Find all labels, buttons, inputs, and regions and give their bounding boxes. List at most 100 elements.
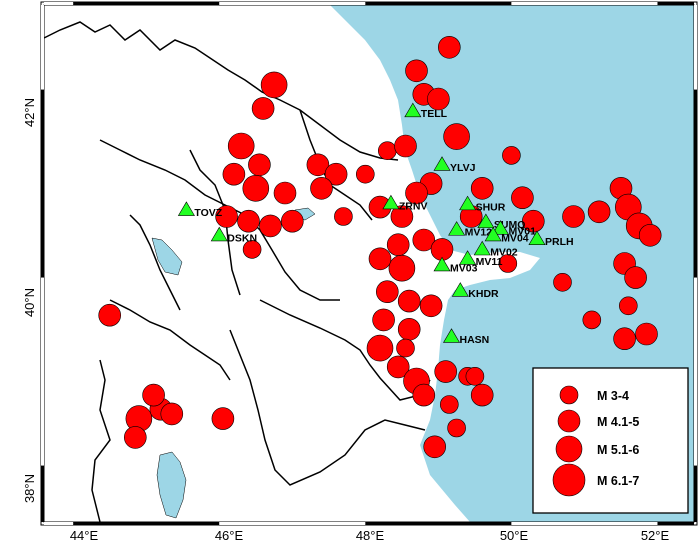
earthquake-event (396, 338, 415, 358)
station-marker-mv12 (448, 221, 466, 236)
lat-tick-42: 42°N (22, 98, 37, 127)
frame-segment (219, 2, 366, 5)
station-label-mv11: MV11 (476, 256, 503, 268)
earthquake-event (248, 153, 271, 177)
earthquake-event (386, 233, 410, 256)
earthquake-event (638, 224, 662, 247)
lake-sevan (151, 237, 183, 276)
lake-urmia (156, 451, 187, 519)
frame-segment (694, 465, 697, 522)
earthquake-event (635, 322, 658, 346)
station-label-zrnv: ZRNV (399, 200, 428, 212)
frame-segment (657, 522, 694, 525)
map-frame (40, 1, 698, 526)
station-label-dskn: DSKN (227, 232, 257, 244)
earthquake-event (439, 395, 459, 414)
lon-tick-46: 46°E (215, 528, 244, 543)
earthquake-event (160, 402, 184, 426)
station-marker-shur (459, 195, 477, 211)
frame-segment (73, 522, 220, 525)
earthquake-event (470, 383, 494, 407)
legend-symbol-m5-6 (555, 435, 583, 463)
station-marker-prlh (528, 230, 546, 245)
lon-tick-52: 52°E (641, 528, 670, 543)
lon-tick-50: 50°E (500, 528, 529, 543)
frame-segment (73, 2, 220, 5)
earthquake-event (394, 134, 417, 158)
earthquake-event (259, 214, 282, 238)
earthquake-event (386, 355, 410, 379)
earthquake-event (306, 153, 330, 177)
legend-symbol-m6-7 (552, 463, 586, 497)
earthquake-event (587, 200, 611, 224)
earthquake-event (423, 435, 447, 459)
legend: M 3-4 M 4.1-5 M 5.1-6 M 6.1-7 (532, 367, 689, 514)
frame-segment (41, 5, 44, 90)
earthquake-event (375, 280, 399, 304)
frame-segment (511, 522, 658, 525)
earthquake-event (366, 334, 394, 362)
earthquake-event (397, 317, 421, 341)
earthquake-event (618, 296, 638, 316)
earthquake-event (427, 87, 450, 111)
station-marker-khdr (451, 282, 469, 297)
frame-segment (694, 5, 697, 90)
earthquake-events (98, 35, 662, 459)
earthquake-event (211, 407, 235, 430)
station-marker-mv02 (473, 240, 491, 256)
frame-segment (657, 2, 694, 5)
station-label-khdr: KHDR (468, 288, 499, 300)
earthquake-event (215, 205, 238, 228)
earthquake-event (447, 418, 466, 438)
earthquake-event (251, 97, 275, 120)
frame-segment (41, 277, 44, 466)
station-label-mv12: MV12 (465, 227, 493, 239)
earthquake-event (465, 366, 485, 386)
earthquake-event (553, 272, 572, 292)
earthquake-event (502, 146, 521, 165)
station-marker-tovz (177, 201, 195, 216)
station-marker-sumq (477, 213, 495, 229)
earthquake-event (470, 177, 494, 200)
earthquake-event (390, 205, 414, 228)
earthquake-event (437, 35, 461, 59)
station-label-tovz: TOVZ (194, 207, 222, 219)
earthquake-event (324, 162, 348, 186)
station-marker-hasn (443, 328, 461, 343)
station-marker-mv11 (459, 250, 477, 265)
earthquake-event (280, 209, 304, 233)
earthquake-event (237, 209, 260, 233)
earthquake-event (242, 175, 270, 202)
earthquake-event (388, 254, 416, 282)
earthquake-event (443, 123, 470, 150)
earthquake-event (98, 303, 121, 327)
lon-tick-48: 48°E (356, 528, 385, 543)
earthquake-event (260, 71, 288, 99)
station-marker-tell (404, 102, 422, 118)
earthquake-event (419, 294, 443, 318)
earthquake-event (368, 247, 392, 271)
station-marker-mv01 (491, 220, 509, 235)
earthquake-event (397, 289, 421, 313)
earthquake-event (124, 426, 147, 449)
station-marker-mv04 (484, 226, 502, 242)
earthquake-event (405, 59, 428, 83)
station-label-mv04: MV04 (501, 232, 529, 244)
station-marker-dskn (210, 226, 228, 242)
frame-segment (694, 89, 697, 278)
earthquake-event (412, 228, 436, 252)
station-label-mv01: MV01 (509, 226, 537, 238)
earthquake-event (222, 162, 246, 186)
earthquake-event (511, 186, 534, 209)
legend-symbol-m3-4 (559, 385, 579, 405)
legend-label-m6-7: M 6.1-7 (597, 474, 639, 488)
earthquake-event (227, 132, 255, 160)
station-label-tell: TELL (421, 108, 448, 120)
earthquake-event (434, 360, 458, 383)
earthquake-event (334, 207, 353, 226)
legend-symbol-m4-5 (557, 409, 581, 433)
legend-label-m5-6: M 5.1-6 (597, 443, 639, 457)
station-label-mv03: MV03 (450, 262, 478, 274)
